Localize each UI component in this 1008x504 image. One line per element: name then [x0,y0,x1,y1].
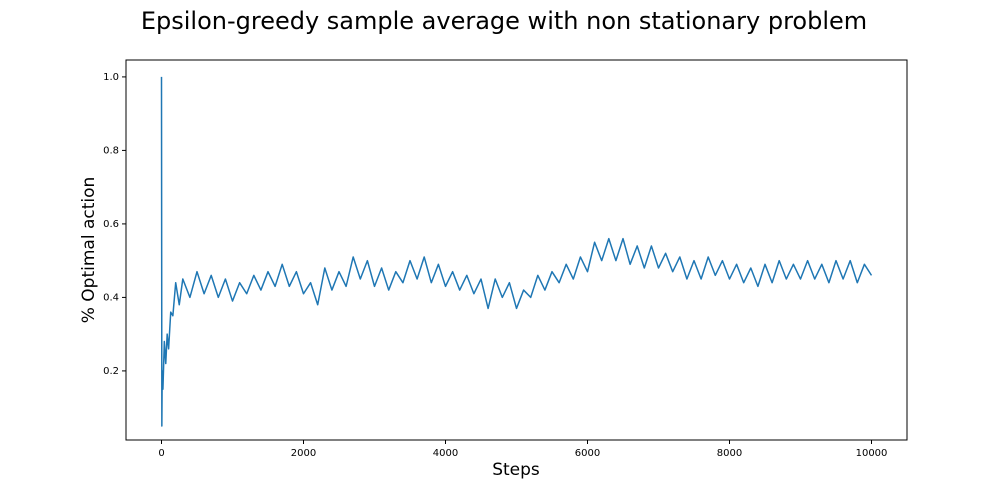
x-tick-label: 10000 [856,448,888,459]
y-tick-label: 0.4 [103,292,119,303]
plot-frame [125,59,908,441]
x-axis-label: Steps [492,460,540,480]
x-tick-label: 4000 [433,448,458,459]
x-tick-label: 0 [158,448,164,459]
data-line [160,76,873,427]
y-tick-label: 0.2 [103,366,119,377]
y-tick-label: 1.0 [103,72,119,83]
y-axis-label: % Optimal action [79,177,99,324]
y-tick-label: 0.6 [103,219,119,230]
x-tick-label: 6000 [575,448,600,459]
y-tick-label: 0.8 [103,145,119,156]
x-tick-label: 2000 [291,448,316,459]
chart-title: Epsilon-greedy sample average with non s… [141,7,867,35]
x-tick-label: 8000 [717,448,742,459]
